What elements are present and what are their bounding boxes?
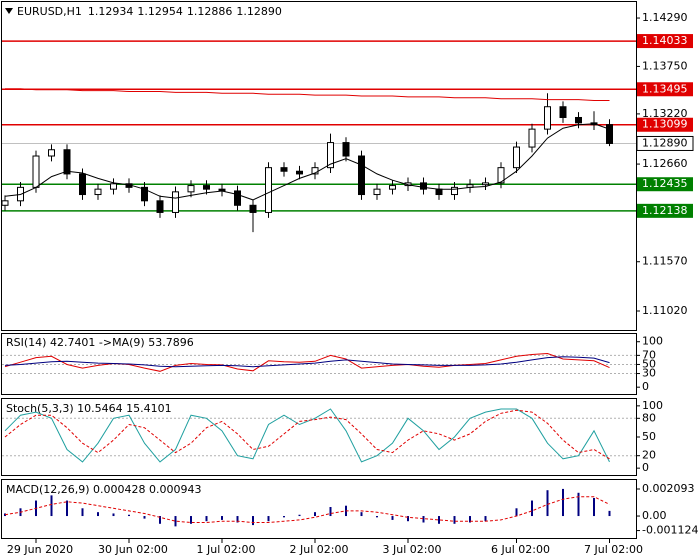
level-box <box>637 203 693 218</box>
y-tick-label: 50 <box>642 357 656 370</box>
level-box <box>637 82 693 97</box>
level-label: 1.12435 <box>642 177 688 190</box>
level-label: 1.13099 <box>642 118 688 131</box>
candle-body <box>296 170 303 175</box>
y-tick-label: 70 <box>642 348 656 361</box>
candle-body <box>544 106 551 130</box>
high-value: 1.12954 <box>137 5 183 18</box>
indicator-line <box>5 88 610 101</box>
y-tick-label: 30 <box>642 367 656 380</box>
current-price-label: 1.12890 <box>642 136 688 149</box>
current-price-box <box>636 135 694 151</box>
x-tick-label: 1 Jul 02:00 <box>197 543 256 556</box>
level-box <box>637 117 693 132</box>
open-value: 1.12934 <box>88 5 134 18</box>
candle-body <box>265 167 272 213</box>
y-tick-label: 1.12660 <box>642 157 688 170</box>
candle-body <box>203 185 210 190</box>
y-tick-label: 1.13750 <box>642 59 688 72</box>
y-tick-label: 80 <box>642 411 656 424</box>
y-tick-label: 0.00 <box>642 509 667 522</box>
y-tick-label: 50 <box>642 430 656 443</box>
candle-body <box>420 182 427 190</box>
level-label: 1.14033 <box>642 34 688 47</box>
close-value: 1.12890 <box>236 5 282 18</box>
candle-body <box>358 155 365 196</box>
candle-body <box>575 116 582 124</box>
rsi-title: RSI(14) 42.7401 ->MA(9) 53.7896 <box>6 336 194 349</box>
candle-body <box>1 200 9 206</box>
candle-body <box>435 188 443 196</box>
x-tick-label: 6 Jul 02:00 <box>491 543 550 556</box>
candle-body <box>94 188 102 196</box>
candle-body <box>234 190 241 206</box>
y-tick-label: 20 <box>642 449 656 462</box>
candle-body <box>606 124 613 144</box>
level-label: 1.13495 <box>642 82 688 95</box>
low-value: 1.12886 <box>187 5 233 18</box>
candle-body <box>141 186 148 202</box>
candle-body <box>156 200 164 213</box>
candle-body <box>342 142 350 157</box>
candle-body <box>110 183 117 190</box>
candle-body <box>327 142 334 169</box>
candle-body <box>48 149 55 157</box>
symbol: EURUSD,H1 <box>17 5 82 18</box>
y-tick-label: 1.14290 <box>642 11 688 24</box>
indicator-line <box>4 352 610 372</box>
y-tick-label: 0.002093 <box>642 482 695 495</box>
chart-header: EURUSD,H1 1.12934 1.12954 1.12886 1.12890 <box>17 5 282 18</box>
candle-body <box>373 188 381 196</box>
y-tick-label: -0.001124 <box>642 524 698 537</box>
x-tick-label: 29 Jun 2020 <box>7 543 73 556</box>
candle-body <box>249 204 257 213</box>
indicator-line <box>4 123 610 201</box>
macd-frame <box>1 479 637 539</box>
candle-body <box>482 182 489 186</box>
x-tick-label: 2 Jul 02:00 <box>290 543 349 556</box>
macd-title: MACD(12,26,9) 0.000428 0.000943 <box>6 483 202 496</box>
candle-body <box>280 167 288 172</box>
level-box <box>637 177 693 192</box>
candle-body <box>32 155 40 188</box>
y-tick-label: 1.11570 <box>642 255 688 268</box>
x-tick-label: 7 Jul 02:00 <box>584 543 643 556</box>
level-label: 1.12138 <box>642 204 688 217</box>
candle-body <box>528 128 536 148</box>
candle-body <box>451 186 458 196</box>
candle-body <box>187 185 195 193</box>
level-box <box>637 34 693 49</box>
stoch-title: Stoch(5,3,3) 10.5464 15.4101 <box>6 402 172 415</box>
candle-body <box>389 185 396 190</box>
indicator-line <box>4 408 610 463</box>
candle-body <box>559 106 567 118</box>
x-tick-label: 30 Jun 02:00 <box>98 543 168 556</box>
candle-body <box>497 167 505 184</box>
y-tick-label: 100 <box>642 399 663 412</box>
y-tick-label: 1.13220 <box>642 107 688 120</box>
x-tick-label: 3 Jul 02:00 <box>383 543 442 556</box>
y-tick-label: 100 <box>642 335 663 348</box>
menu-arrow <box>5 8 13 14</box>
y-tick-label: 0 <box>642 380 649 393</box>
candle-body <box>63 149 71 175</box>
main-frame <box>1 1 637 331</box>
candle-body <box>513 146 520 169</box>
y-tick-label: 1.11020 <box>642 304 688 317</box>
candle-body <box>172 191 179 213</box>
y-tick-label: 0 <box>642 461 649 474</box>
indicator-line <box>4 496 610 523</box>
candle-body <box>79 173 86 196</box>
indicator-line <box>4 356 610 368</box>
